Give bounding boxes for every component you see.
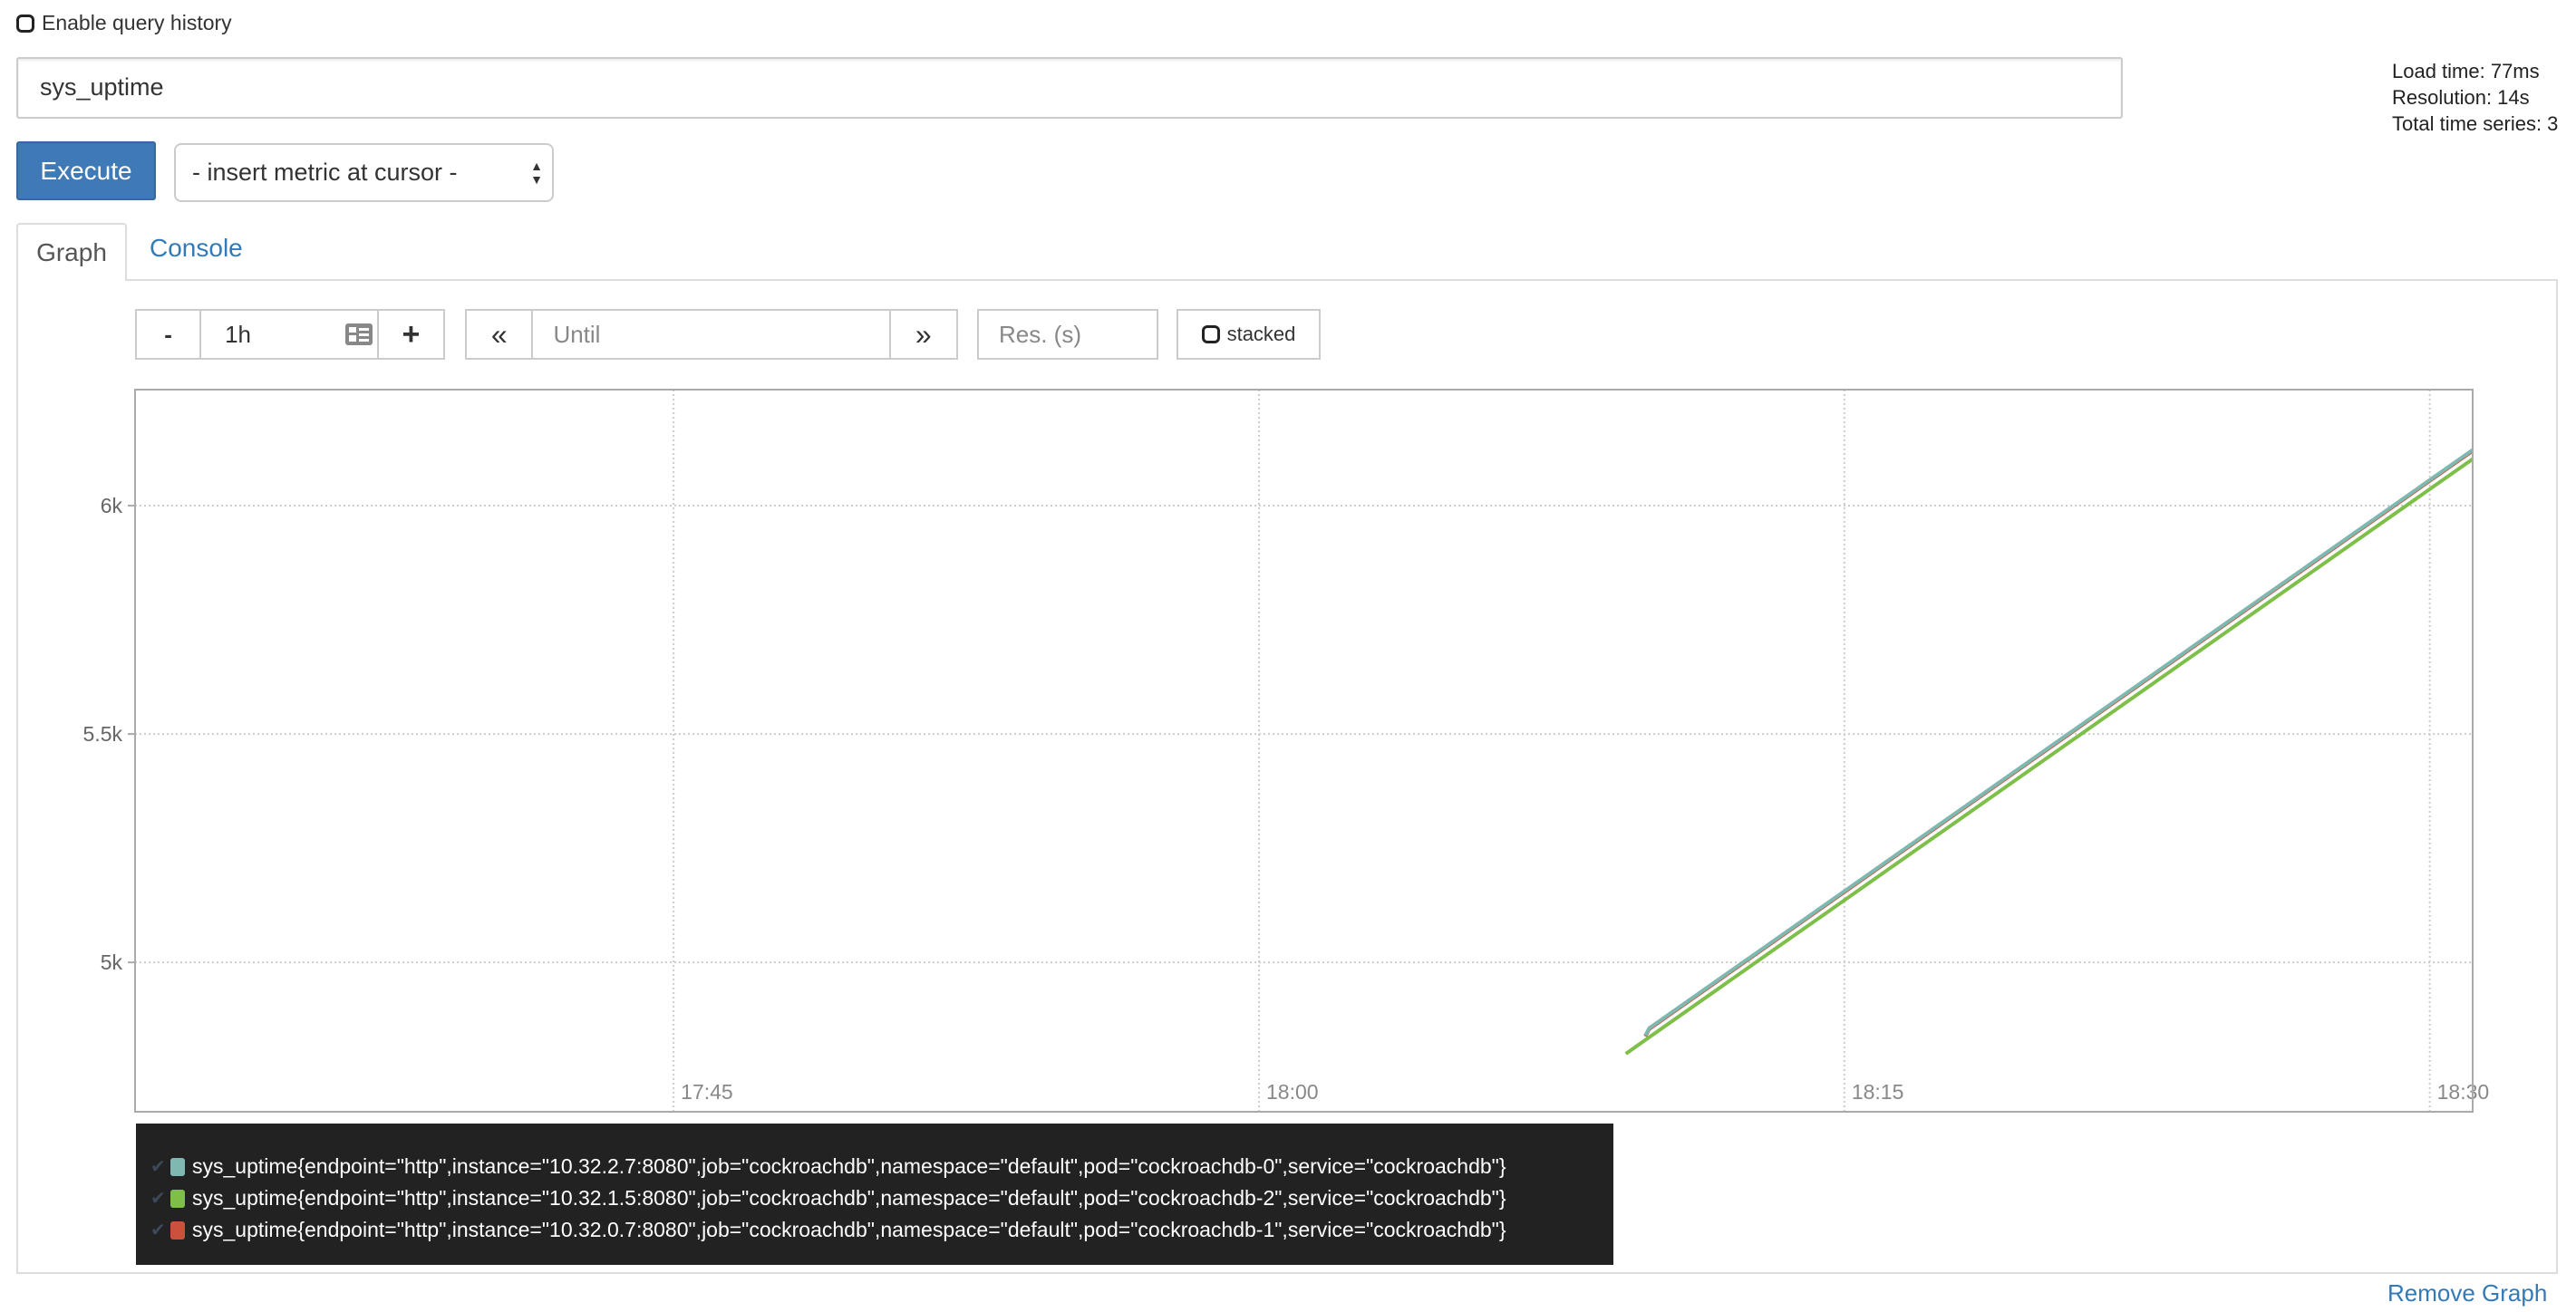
insert-metric-select[interactable]: - insert metric at cursor - ▲ ▼ — [174, 143, 554, 202]
query-stats: Load time: 77ms Resolution: 14s Total ti… — [2392, 58, 2558, 137]
enable-query-history-label: Enable query history — [42, 11, 232, 34]
stacked-toggle[interactable]: stacked — [1177, 309, 1321, 360]
y-tick-label: 5.5k — [83, 722, 123, 746]
legend-label: sys_uptime{endpoint="http",instance="10.… — [192, 1154, 1506, 1178]
y-tick-label: 6k — [101, 494, 123, 517]
enable-query-history-checkbox[interactable]: Enable query history — [16, 11, 232, 35]
stacked-checkbox-icon — [1201, 325, 1220, 343]
resolution-input[interactable]: Res. (s) — [999, 320, 1081, 348]
legend-item[interactable]: ✔ sys_uptime{endpoint="http",instance="1… — [136, 1214, 1613, 1246]
series-swatch — [170, 1189, 185, 1208]
range-input[interactable]: 1h — [201, 311, 379, 358]
until-input[interactable]: Until — [533, 311, 891, 358]
calendar-icon[interactable] — [344, 322, 373, 347]
range-plus-button[interactable]: + — [402, 316, 421, 352]
tab-graph[interactable]: Graph — [16, 223, 127, 281]
remove-graph-link[interactable]: Remove Graph — [2387, 1279, 2548, 1307]
load-time: Load time: 77ms — [2392, 60, 2540, 82]
x-tick-label: 18:30 — [2437, 1080, 2490, 1104]
x-tick-label: 18:15 — [1852, 1080, 1904, 1104]
check-icon: ✔ — [150, 1157, 166, 1177]
expression-input[interactable]: sys_uptime — [16, 57, 2123, 119]
grid — [135, 390, 2473, 1112]
select-arrows-icon: ▲ ▼ — [530, 159, 543, 187]
series-swatch — [170, 1220, 185, 1240]
checkbox-icon[interactable] — [16, 14, 34, 33]
stacked-button[interactable]: stacked — [1178, 311, 1319, 358]
legend-item[interactable]: ✔ sys_uptime{endpoint="http",instance="1… — [136, 1182, 1613, 1214]
legend-label: sys_uptime{endpoint="http",instance="10.… — [192, 1218, 1506, 1241]
insert-metric-selected: - insert metric at cursor - — [192, 159, 458, 186]
series-lines — [1624, 448, 2474, 1056]
graph-panel — [16, 279, 2558, 1274]
series-line — [1643, 448, 2474, 1037]
execute-button[interactable]: Execute — [16, 141, 156, 200]
y-tick-label: 5k — [101, 950, 123, 974]
end-time-control: « Until » — [465, 309, 958, 360]
series-line — [1624, 457, 2474, 1056]
check-icon: ✔ — [150, 1189, 166, 1209]
x-tick-label: 17:45 — [681, 1080, 733, 1104]
range-minus-button[interactable]: - — [137, 311, 202, 358]
y-axis: 5k 5.5k 6k — [83, 494, 135, 974]
check-icon: ✔ — [150, 1220, 166, 1240]
tab-console[interactable]: Console — [150, 234, 243, 262]
plot-frame — [134, 389, 2474, 1113]
legend-label: sys_uptime{endpoint="http",instance="10.… — [192, 1186, 1506, 1210]
resolution-control: Res. (s) — [977, 309, 1158, 360]
range-value: 1h — [225, 320, 252, 348]
x-tick-label: 18:00 — [1266, 1080, 1319, 1104]
resolution: Resolution: 14s — [2392, 86, 2530, 109]
back-button[interactable]: « — [467, 311, 534, 358]
forward-button[interactable]: » — [915, 317, 932, 351]
stacked-label: stacked — [1226, 323, 1296, 345]
x-axis: 17:45 18:00 18:15 18:30 — [681, 1080, 2489, 1104]
range-control: - 1h + — [135, 309, 445, 360]
legend-item[interactable]: ✔ sys_uptime{endpoint="http",instance="1… — [136, 1151, 1613, 1182]
series-swatch — [170, 1157, 185, 1176]
legend: ✔ sys_uptime{endpoint="http",instance="1… — [136, 1124, 1613, 1265]
total-time-series: Total time series: 3 — [2392, 112, 2559, 135]
